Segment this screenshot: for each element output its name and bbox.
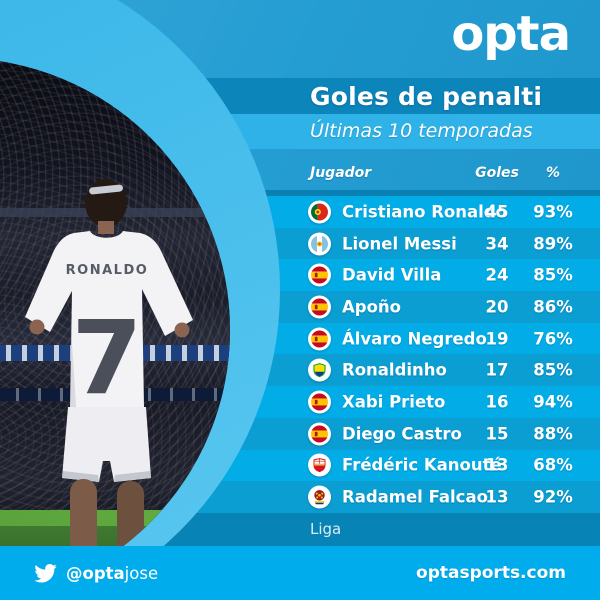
twitter-handle: @optajose <box>34 563 159 583</box>
player-name: Lionel Messi <box>342 234 457 254</box>
player-name: Radamel Falcao <box>342 487 488 507</box>
player-name: Apoño <box>342 297 401 317</box>
sevilla-crest-icon <box>308 453 331 477</box>
spain-flag-icon <box>308 327 331 351</box>
goals-value: 13 <box>485 455 509 475</box>
goals-value: 17 <box>485 360 509 380</box>
pct-value: 86% <box>533 297 573 317</box>
player-shorts <box>62 407 151 482</box>
pct-value: 92% <box>533 487 573 507</box>
header-separator <box>0 190 600 196</box>
jersey-name-text: RONALDO <box>66 263 149 278</box>
page-title: Goles de penalti <box>310 82 543 111</box>
shorts-hem <box>62 471 151 482</box>
brazil-crest-icon <box>308 358 331 382</box>
player-jersey <box>25 231 193 407</box>
jersey-shading <box>70 311 76 407</box>
pct-value: 85% <box>533 360 573 380</box>
player-left-hand <box>29 319 45 335</box>
pct-value: 93% <box>533 202 573 222</box>
twitter-bird-icon <box>34 563 57 583</box>
argentina-crest-icon <box>308 232 331 256</box>
goals-value: 24 <box>485 265 509 285</box>
pct-value: 76% <box>533 329 573 349</box>
portugal-flag-icon <box>308 200 331 224</box>
goals-value: 45 <box>485 202 509 222</box>
page-subtitle: Últimas 10 temporadas <box>310 120 533 142</box>
spain-flag-icon <box>308 422 331 446</box>
player-name: Álvaro Negredo <box>342 329 487 349</box>
colombia-crest-icon <box>308 485 331 509</box>
goals-value: 20 <box>485 297 509 317</box>
spain-flag-icon <box>308 263 331 287</box>
player-name: David Villa <box>342 265 442 285</box>
jersey-number-text: 7 <box>72 299 143 418</box>
footer-bar: @optajose optasports.com <box>0 546 600 600</box>
column-header-pct: % <box>545 165 561 181</box>
twitter-handle-rest: jose <box>124 563 159 583</box>
pitchside-ad-board <box>0 510 230 526</box>
player-photo-circle: RONALDO 7 <box>0 58 230 600</box>
opta-logo: opta <box>451 6 571 62</box>
goals-value: 19 <box>485 329 509 349</box>
pct-value: 88% <box>533 424 573 444</box>
spain-flag-icon <box>308 295 331 319</box>
pct-value: 94% <box>533 392 573 412</box>
player-right-hand <box>174 322 190 338</box>
column-header-goals: Goles <box>475 165 519 181</box>
player-name: Ronaldinho <box>342 360 447 380</box>
twitter-handle-bold: @opta <box>66 563 125 583</box>
goals-value: 15 <box>485 424 509 444</box>
table-column-headers: Jugador Goles % <box>0 149 600 190</box>
player-name: Xabi Prieto <box>342 392 446 412</box>
league-label: Liga <box>310 520 342 538</box>
goals-value: 16 <box>485 392 509 412</box>
pct-value: 85% <box>533 265 573 285</box>
column-header-player: Jugador <box>310 165 372 181</box>
goals-value: 13 <box>485 487 509 507</box>
player-illustration: RONALDO 7 <box>25 179 193 600</box>
player-name: Cristiano Ronaldo <box>342 202 507 222</box>
player-name: Frédéric Kanouté <box>342 455 502 475</box>
player-neck <box>98 221 114 234</box>
website-label: optasports.com <box>416 563 566 583</box>
goals-value: 34 <box>485 234 509 254</box>
pct-value: 68% <box>533 455 573 475</box>
player-name: Diego Castro <box>342 424 462 444</box>
pct-value: 89% <box>533 234 573 254</box>
sunglasses-icon <box>89 184 123 195</box>
spain-flag-icon <box>308 390 331 414</box>
